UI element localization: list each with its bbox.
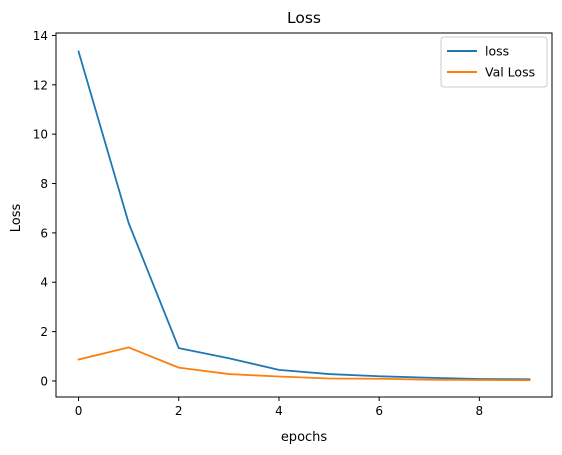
- y-axis-label: Loss: [9, 204, 24, 233]
- y-tick-label: 4: [40, 276, 48, 290]
- legend-label-val-loss: Val Loss: [485, 65, 535, 80]
- x-axis: 0 2 4 6 8: [75, 397, 483, 418]
- legend-label-loss: loss: [485, 44, 509, 59]
- y-tick-label: 6: [40, 226, 48, 240]
- x-tick-label: 6: [375, 404, 383, 418]
- series-layer: [77, 50, 531, 382]
- y-tick-label: 12: [33, 78, 48, 92]
- legend: loss Val Loss: [440, 36, 548, 88]
- series-line-val-loss: [77, 346, 531, 382]
- x-tick-label: 2: [175, 404, 183, 418]
- y-tick-label: 10: [33, 128, 48, 142]
- y-tick-label: 8: [40, 177, 48, 191]
- chart-title: Loss: [287, 9, 321, 27]
- x-tick-label: 8: [476, 404, 484, 418]
- y-tick-label: 14: [33, 29, 48, 43]
- x-tick-label: 0: [75, 404, 83, 418]
- y-tick-label: 0: [40, 374, 48, 388]
- series-line-loss: [77, 50, 531, 381]
- y-tick-label: 2: [40, 325, 48, 339]
- legend-box: [440, 36, 548, 88]
- plot-area: [55, 32, 553, 398]
- x-tick-label: 4: [275, 404, 283, 418]
- x-axis-label: epochs: [281, 430, 328, 445]
- y-axis: 0 2 4 6 8 10 12 14: [33, 29, 56, 388]
